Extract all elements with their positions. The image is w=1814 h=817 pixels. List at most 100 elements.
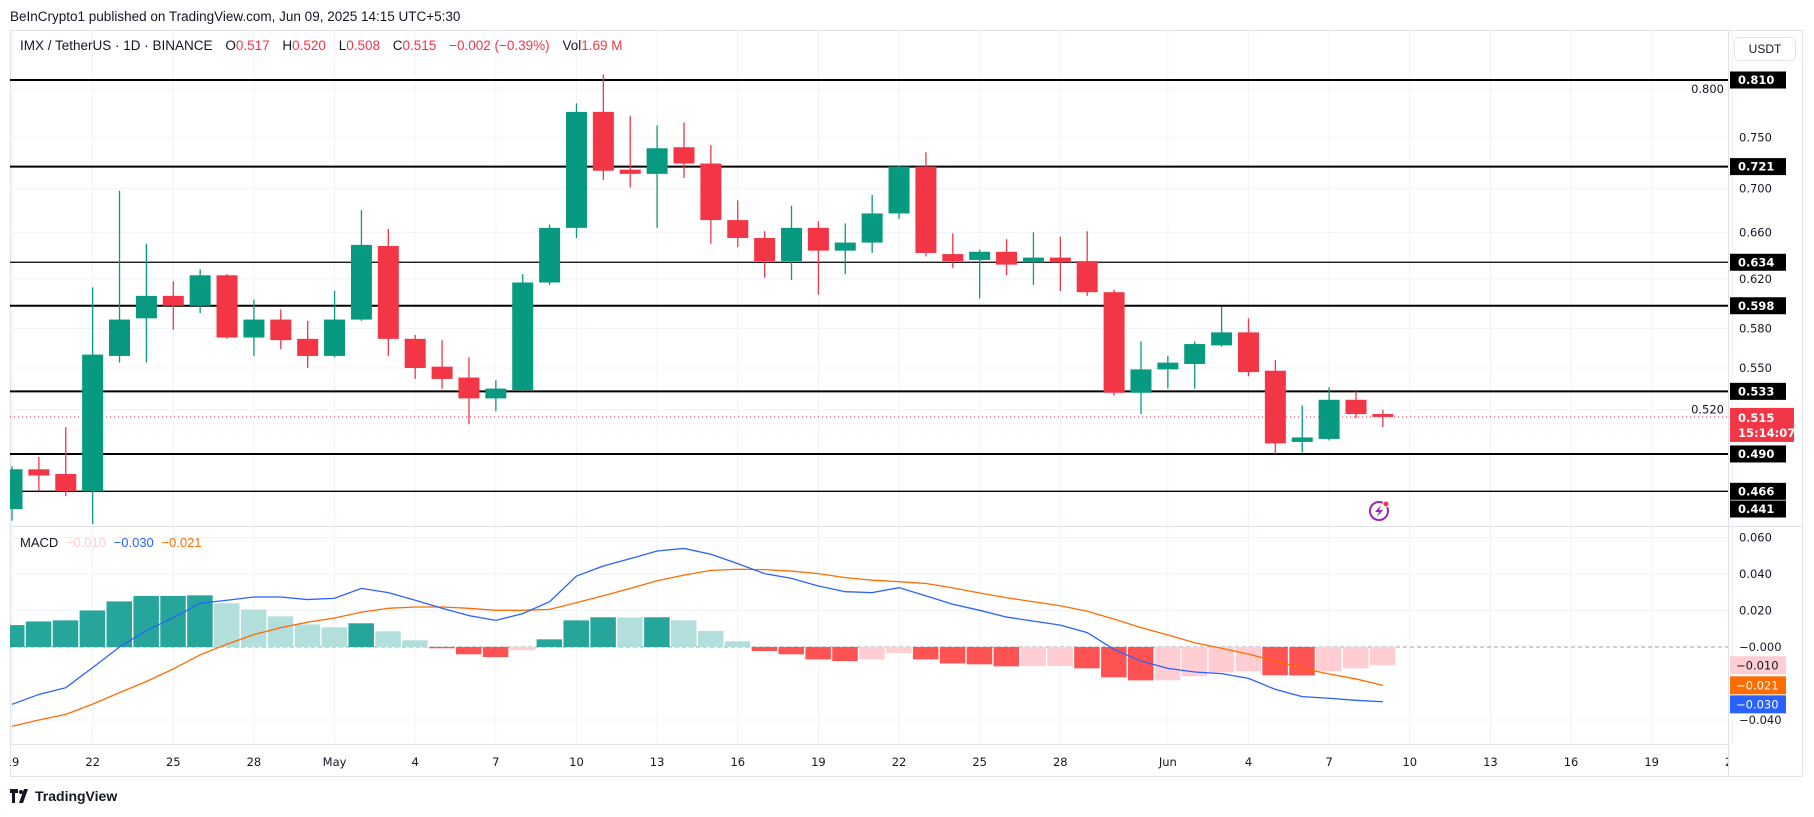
price-tick-label: 0.700: [1739, 182, 1772, 196]
candle-body: [1130, 369, 1152, 393]
macd-legend: MACD −0.010 −0.030 −0.021: [20, 535, 202, 550]
histogram-bar: [1369, 647, 1396, 666]
candle-body: [431, 366, 453, 379]
macd-signal-label: −0.021: [1736, 678, 1779, 692]
level-label: 0.466: [1738, 484, 1774, 498]
high-label: H: [282, 38, 293, 53]
histogram-bar: [1154, 647, 1181, 681]
time-tick-label: 4: [1245, 755, 1252, 769]
candle-body: [512, 282, 534, 390]
footer-brand[interactable]: TradingView: [10, 788, 117, 804]
candle-body: [861, 213, 883, 243]
histogram-bar: [1074, 647, 1100, 669]
candle-body: [807, 227, 829, 251]
histogram-bar: [1289, 647, 1315, 676]
signal-line: [11, 568, 1384, 727]
histogram-bar: [671, 620, 697, 647]
histogram-bar: [294, 624, 321, 647]
time-tick-label: 10: [569, 755, 584, 769]
histogram-bar: [348, 623, 374, 647]
level-label: 0.721: [1738, 160, 1774, 174]
time-tick-label: 13: [1483, 755, 1498, 769]
candle-body: [162, 295, 184, 306]
last-price-box: [1730, 407, 1794, 442]
currency-button[interactable]: USDT: [1734, 37, 1796, 61]
histogram-bar: [1101, 647, 1127, 678]
macd-macd-label: −0.030: [1736, 697, 1779, 711]
level-label: 0.634: [1738, 255, 1774, 269]
candle-body: [1211, 332, 1233, 346]
price-tick-label: 0.550: [1739, 361, 1772, 375]
last-price-label: 0.515: [1738, 411, 1774, 425]
macd-title[interactable]: MACD: [20, 535, 59, 550]
histogram-bar: [509, 647, 536, 651]
macd-line: [11, 547, 1383, 705]
macd-tick-label: 0.020: [1739, 604, 1772, 618]
histogram-bar: [240, 609, 267, 647]
histogram-bar: [1316, 647, 1342, 672]
candle-body: [1372, 414, 1394, 417]
time-tick-label: 25: [166, 755, 181, 769]
candle-body: [1022, 257, 1044, 263]
level-label-box: [1730, 482, 1786, 500]
histogram-bar: [402, 640, 428, 647]
macd-hist-label-box: [1730, 656, 1786, 675]
histogram-bar: [644, 617, 670, 647]
histogram-bar: [724, 641, 751, 647]
histogram-bar: [805, 647, 831, 660]
level-label: 0.533: [1738, 384, 1774, 398]
candle-body: [270, 319, 292, 341]
candle-body: [1318, 399, 1340, 439]
candle-body: [942, 254, 964, 262]
histogram-bar: [133, 595, 159, 647]
time-tick-label: 19: [1644, 755, 1659, 769]
candle-body: [727, 220, 749, 239]
low-value: 0.508: [346, 38, 381, 53]
candle-body: [377, 246, 399, 339]
candle-body: [700, 163, 722, 221]
candle-body: [297, 338, 319, 356]
level-label: 0.441: [1738, 502, 1774, 516]
footer-brand-text: TradingView: [35, 788, 118, 804]
level-label: 0.810: [1738, 73, 1774, 87]
level-label-box: [1730, 253, 1786, 271]
macd-axis[interactable]: 0.060 0.040 0.020 −0.000 −0.040 −0.010 −0.021 −…: [1730, 531, 1786, 728]
candle-body: [109, 319, 131, 356]
candle-body: [1345, 399, 1367, 415]
candle-body: [888, 166, 910, 214]
macd-hist-value: −0.010: [65, 535, 107, 550]
time-tick-label: 28: [247, 755, 262, 769]
histogram-bar: [25, 621, 52, 647]
time-tick-label: 19: [5, 755, 20, 769]
histogram-bar: [563, 620, 589, 647]
candles: [10, 74, 1394, 524]
candle-body: [539, 227, 561, 283]
histogram-bar: [617, 617, 643, 647]
open-label: O: [225, 38, 236, 53]
histogram-bar: [536, 639, 563, 647]
level-label-box: [1730, 71, 1786, 89]
candle-body: [969, 251, 991, 260]
candle-body: [1264, 370, 1286, 444]
candle-body: [216, 275, 238, 338]
symbol-title[interactable]: IMX / TetherUS · 1D · BINANCE: [20, 38, 213, 53]
price-tick-label: 0.800: [1691, 82, 1724, 96]
histogram-bar: [106, 601, 133, 647]
low-label: L: [338, 38, 347, 53]
candle-body: [28, 469, 50, 476]
time-tick-label: 16: [1564, 755, 1579, 769]
time-tick-label: Jun: [1158, 755, 1177, 769]
time-tick-label: 19: [811, 755, 826, 769]
price-axis[interactable]: 0.810 0.721 0.634 0.598 0.533 0.490 0.466 0.441…: [1691, 71, 1795, 518]
level-label: 0.490: [1738, 447, 1774, 461]
lightning-icon[interactable]: [1369, 500, 1390, 521]
macd-line-value: −0.030: [113, 535, 154, 550]
candle-body: [915, 166, 937, 253]
time-tick-label: 22: [85, 755, 100, 769]
chart-container[interactable]: [10, 30, 1803, 777]
histogram-bar: [1047, 647, 1073, 666]
histogram-bar: [455, 647, 482, 655]
time-axis[interactable]: 19 22 25 28 May 4 7 10 13 16 19 22 25 28 Jun 4 7 10 13 16 19…: [5, 755, 1740, 769]
candle-body: [189, 275, 211, 306]
